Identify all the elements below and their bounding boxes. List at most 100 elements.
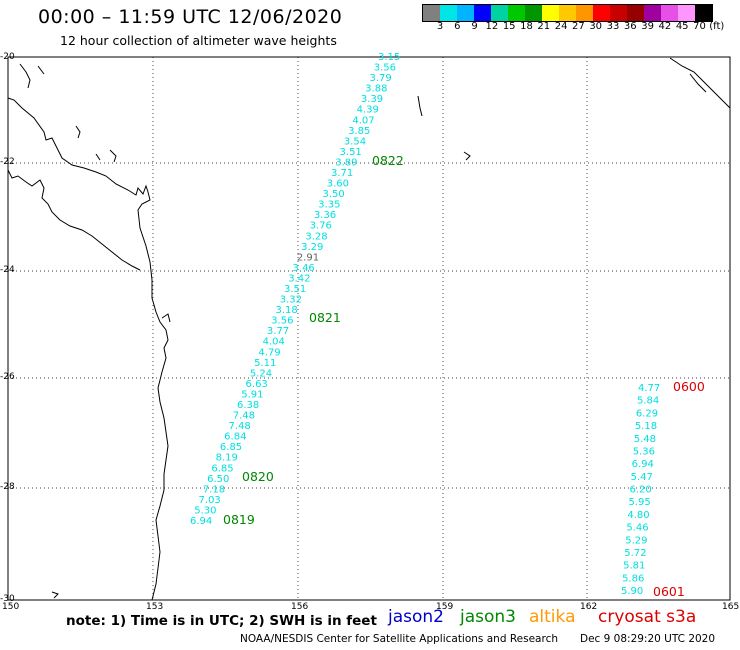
colorbar-swatch: [627, 5, 644, 21]
wave-height-value: 5.72: [624, 548, 646, 559]
wave-height-value: 6.94: [632, 459, 654, 470]
wave-height-value: 5.18: [635, 421, 657, 432]
satellite-track-layer: 3.153.563.793.883.394.394.073.853.543.51…: [190, 52, 705, 599]
wave-height-value: 3.56: [271, 316, 293, 327]
wave-height-value: 5.30: [194, 505, 216, 516]
colorbar-label: 6: [454, 21, 461, 32]
wave-height-value: 3.51: [284, 284, 306, 295]
colorbar-label: 30: [589, 21, 603, 32]
x-tick-label: 156: [291, 602, 309, 612]
wave-height-value: 4.07: [352, 115, 374, 126]
wave-height-value: 4.79: [258, 347, 280, 358]
colorbar-swatch: [593, 5, 610, 21]
colorbar-label: 3: [436, 21, 444, 32]
colorbar-swatch: [678, 5, 695, 21]
wave-height-value: 5.24: [250, 368, 272, 379]
pass-time-label: 0821: [309, 310, 341, 325]
wave-height-value: 3.18: [275, 305, 297, 316]
wave-height-value: 3.35: [318, 200, 340, 211]
wave-height-value: 3.77: [267, 326, 289, 337]
colorbar-swatch: [576, 5, 593, 21]
wave-height-value: 6.38: [237, 400, 259, 411]
pass-time-label: 0820: [242, 469, 274, 484]
legend-entry: altika: [529, 607, 576, 627]
wave-height-value: 3.56: [374, 63, 396, 74]
wave-height-value: 7.48: [228, 421, 250, 432]
y-tick-label: -24: [0, 265, 15, 275]
pass-time-label: 0819: [223, 512, 255, 527]
wave-height-value: 3.79: [369, 73, 391, 84]
wave-height-value: 3.28: [305, 231, 327, 242]
colorbar-label: 15: [502, 21, 516, 32]
colorbar-swatch: [491, 5, 508, 21]
wave-height-value: 3.50: [322, 189, 344, 200]
map-subtitle: 12 hour collection of altimeter wave hei…: [60, 33, 337, 48]
colorbar-swatch: [525, 5, 542, 21]
wave-height-value: 5.95: [628, 497, 650, 508]
wave-height-value: 5.91: [241, 389, 263, 400]
wave-height-value: 5.48: [634, 434, 656, 445]
wave-height-value: 4.39: [357, 105, 379, 116]
wave-height-value: 3.15: [378, 52, 400, 63]
wave-height-value: 5.86: [622, 573, 644, 584]
colorbar-label: 21: [537, 21, 551, 32]
wave-height-value: 7.03: [199, 495, 221, 506]
wave-height-value: 3.88: [365, 84, 387, 95]
y-tick-label: -22: [0, 157, 15, 167]
graticule: [8, 57, 730, 600]
legend-entry: jason2: [388, 607, 444, 627]
wave-height-value: 6.50: [207, 474, 229, 485]
wave-height-value: 3.32: [280, 295, 302, 306]
wave-height-value: 3.39: [361, 94, 383, 105]
colorbar-label: (ft): [709, 21, 725, 32]
wave-height-value: 7.48: [233, 411, 255, 422]
map-frame: [7, 56, 731, 601]
y-tick-label: -30: [0, 594, 15, 604]
wave-height-value: 3.60: [327, 179, 349, 190]
x-tick-label: 150: [2, 602, 20, 612]
wave-height-value: 4.80: [627, 510, 649, 521]
wave-height-value: 3.85: [348, 126, 370, 137]
colorbar-label: 45: [675, 21, 689, 32]
colorbar-label: 42: [658, 21, 672, 32]
wave-height-colorbar: [422, 4, 713, 22]
pass-time-label: 0600: [673, 379, 705, 394]
x-tick-label: 159: [436, 602, 454, 612]
wave-height-value: 6.84: [224, 432, 246, 443]
coastline: [7, 57, 731, 601]
x-tick-label: 153: [146, 602, 164, 612]
wave-height-value: 4.77: [638, 383, 660, 394]
wave-height-value: 6.20: [630, 485, 652, 496]
wave-height-value: 3.54: [344, 136, 366, 147]
wave-height-value: 5.29: [625, 535, 647, 546]
x-tick-label: 162: [580, 602, 598, 612]
wave-height-value: 8.19: [216, 453, 238, 464]
y-tick-label: -28: [0, 482, 15, 492]
colorbar-label: 18: [520, 21, 533, 32]
wave-height-value: 3.46: [293, 263, 315, 274]
pass-time-label: 0601: [653, 584, 685, 599]
footnote: note: 1) Time is in UTC; 2) SWH is in fe…: [66, 613, 377, 629]
generated-timestamp: Dec 9 08:29:20 UTC 2020: [580, 633, 716, 645]
wave-height-value: 3.89: [335, 157, 357, 168]
wave-height-value: 5.84: [637, 396, 659, 407]
colorbar-label: 27: [572, 21, 585, 32]
wave-height-value: 3.29: [301, 242, 323, 253]
colorbar-swatch: [508, 5, 525, 21]
colorbar-swatch: [559, 5, 576, 21]
wave-height-value: 5.46: [626, 523, 648, 534]
wave-height-value: 6.63: [246, 379, 268, 390]
wave-height-value: 5.47: [631, 472, 653, 483]
colorbar-swatch: [644, 5, 661, 21]
legend-entry: cryosat s3a: [598, 607, 697, 627]
wave-height-value: 5.11: [254, 358, 276, 369]
wave-height-value: 3.36: [314, 210, 336, 221]
colorbar-swatch: [457, 5, 474, 21]
wave-height-value: 6.29: [636, 408, 658, 419]
colorbar-swatch: [661, 5, 678, 21]
pass-time-label: 0822: [372, 153, 404, 168]
colorbar-label: 24: [554, 21, 568, 32]
wave-height-value: 6.85: [220, 442, 242, 453]
wave-height-value: 5.90: [621, 586, 643, 597]
